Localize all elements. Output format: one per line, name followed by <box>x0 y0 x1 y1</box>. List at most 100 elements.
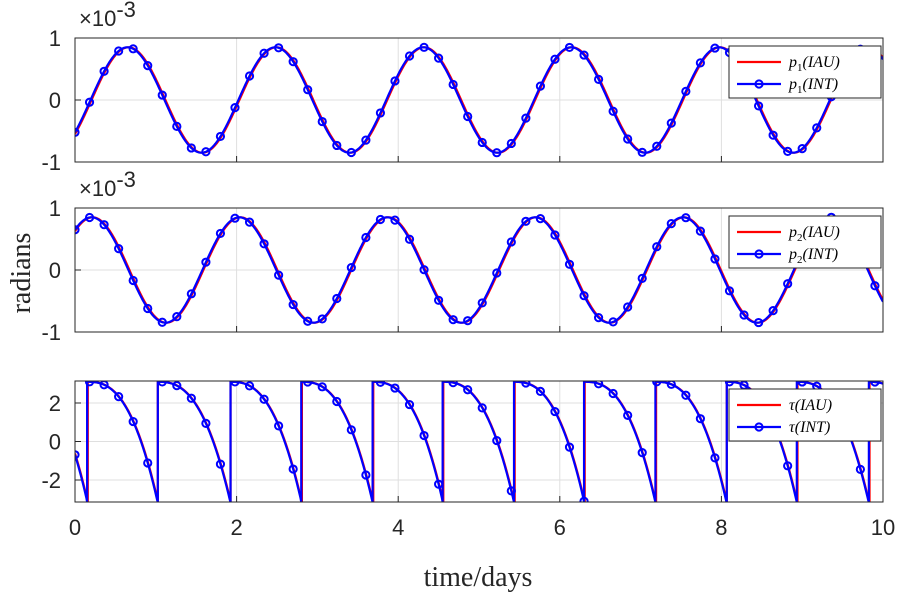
axes-frame <box>74 207 884 333</box>
series-marker-INT <box>230 103 240 113</box>
series-marker-INT <box>419 265 429 275</box>
x-axis-label: time/days <box>424 562 533 593</box>
series-marker-INT <box>259 239 269 249</box>
series-marker-INT <box>99 220 109 230</box>
legend: p2(IAU)p2(INT) <box>728 215 882 269</box>
series-marker-INT <box>114 46 124 56</box>
series-marker-INT <box>608 317 618 327</box>
series-marker-INT <box>477 403 487 413</box>
series-marker-INT <box>114 244 124 254</box>
series-marker-INT <box>637 273 647 283</box>
series-marker-INT <box>521 113 531 123</box>
series-marker-INT <box>477 298 487 308</box>
series-marker-INT <box>317 116 327 127</box>
series-marker-INT <box>870 381 880 387</box>
series-marker-INT <box>623 302 633 312</box>
x-tick-label: 10 <box>871 515 895 540</box>
series-marker-INT <box>84 212 95 223</box>
series-marker-INT <box>215 131 226 142</box>
series-marker-INT <box>666 118 676 128</box>
series-marker-INT <box>812 123 822 133</box>
series-marker-INT <box>201 147 211 157</box>
series-marker-INT <box>739 310 749 320</box>
series-marker-INT <box>274 421 284 431</box>
series-marker-INT <box>448 315 458 325</box>
series-marker-INT <box>535 81 546 91</box>
series-marker-INT <box>274 43 284 53</box>
series-marker-INT <box>564 259 575 269</box>
series-marker-INT <box>797 381 807 387</box>
series-marker-INT <box>724 381 735 387</box>
y-tick-label: 0 <box>49 88 61 113</box>
series-marker-INT <box>463 385 473 395</box>
series-marker-INT <box>404 399 415 410</box>
series-marker-INT <box>259 394 269 404</box>
series-marker-INT <box>506 138 516 149</box>
series-marker-INT <box>244 71 255 81</box>
series-marker-INT <box>303 85 313 95</box>
series-marker-INT <box>157 317 167 327</box>
series-marker-INT <box>870 281 880 291</box>
series-marker-INT <box>492 268 502 278</box>
legend-label: τ(INT) <box>789 419 830 436</box>
series-marker-INT <box>608 106 618 116</box>
legend-box <box>728 215 882 269</box>
series-marker-INT <box>215 459 226 469</box>
series-marker-INT <box>259 48 269 58</box>
series-marker-INT <box>783 279 793 289</box>
series-marker-INT <box>768 306 778 316</box>
legend-marker <box>754 249 764 259</box>
series-marker-INT <box>128 44 138 54</box>
legend: τ(IAU) τ(INT) <box>728 388 882 442</box>
y-axis-label: radians <box>6 233 37 314</box>
series-marker-INT <box>652 381 662 387</box>
series-marker-INT <box>434 53 444 63</box>
series-group <box>75 381 883 502</box>
series-marker-INT <box>535 214 546 224</box>
series-marker-INT <box>652 141 662 151</box>
series-marker-INT <box>201 257 211 267</box>
legend-label: τ(IAU) <box>789 397 832 414</box>
x-tick-label: 4 <box>392 515 404 540</box>
series-marker-INT <box>303 381 313 387</box>
series-marker-INT <box>201 418 211 429</box>
series-marker-INT <box>346 425 356 435</box>
series-marker-INT <box>419 430 429 441</box>
series-marker-INT <box>753 101 764 111</box>
series-marker-INT <box>477 137 487 148</box>
series-marker-INT <box>404 51 415 61</box>
series-marker-INT <box>492 435 502 446</box>
y-tick-label: -1 <box>41 320 61 345</box>
exponent-label: ×10-3 <box>79 0 136 31</box>
series-marker-INT <box>244 381 255 391</box>
series-marker-INT <box>768 130 778 140</box>
series-marker-INT <box>579 50 589 60</box>
legend-label: p1(INT) <box>788 76 838 96</box>
series-marker-INT <box>361 135 371 145</box>
series-marker-INT <box>550 230 560 240</box>
series-marker-INT <box>186 393 196 403</box>
series-marker-INT <box>652 242 662 252</box>
series-marker-INT <box>448 79 458 90</box>
series-marker-INT <box>288 299 298 310</box>
legend-box <box>728 45 882 99</box>
series-marker-INT <box>637 147 647 157</box>
series-marker-INT <box>186 143 196 153</box>
series-marker-INT <box>535 386 546 397</box>
series-marker-INT <box>361 232 371 243</box>
series-marker-INT <box>579 291 589 301</box>
series-marker-INT <box>492 148 502 158</box>
panel-tau: 2 0 -2 0 2 4 6 8 10 τ(IAU) τ(INT) <box>41 380 895 540</box>
series-marker-INT <box>143 60 153 71</box>
series-marker-INT <box>172 312 182 322</box>
series-marker-INT <box>317 382 327 392</box>
series-marker-INT <box>186 289 196 299</box>
series-marker-INT <box>695 226 705 236</box>
series-marker-INT <box>390 215 400 225</box>
series-line-INT <box>75 216 883 324</box>
series-marker-INT <box>375 108 386 118</box>
series-marker-INT <box>753 317 764 328</box>
series-marker-INT <box>404 234 415 244</box>
series-marker-INT <box>390 383 400 393</box>
y-tick-label: 1 <box>49 26 61 51</box>
